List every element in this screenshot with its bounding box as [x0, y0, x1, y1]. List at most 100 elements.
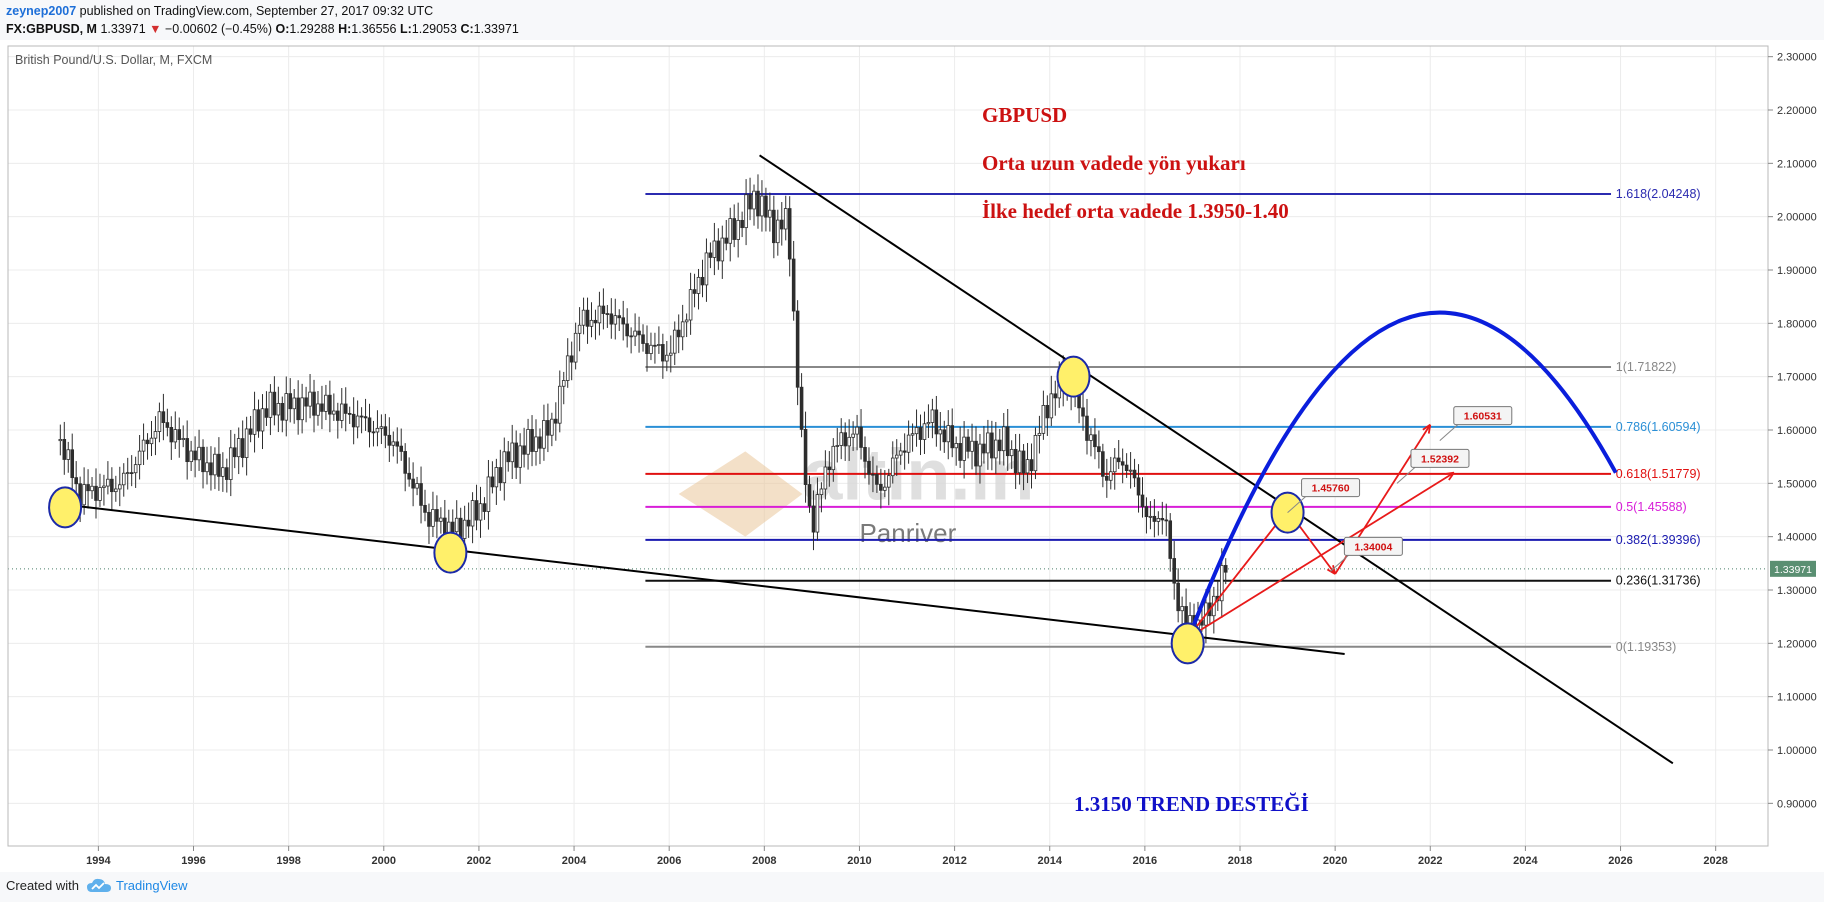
tradingview-cloud-icon[interactable]	[86, 876, 112, 896]
candle-body	[1132, 469, 1137, 479]
candle-body	[343, 403, 348, 414]
candle-body	[890, 457, 895, 477]
candle-body	[589, 319, 594, 327]
candle-body	[779, 219, 784, 230]
candle-body	[1108, 471, 1113, 481]
fibonacci-levels: 1.618(2.04248) 1(1.71822) 0.786(1.60594) 0.…	[645, 187, 1701, 654]
candle-body	[740, 219, 744, 229]
time-tick-label: 2014	[1037, 855, 1062, 867]
candle-body	[601, 305, 606, 314]
candle-body	[1164, 519, 1169, 522]
candle-body	[970, 440, 974, 452]
candle-body	[823, 466, 828, 490]
chart-header: zeynep2007 published on TradingView.com,…	[0, 0, 1824, 40]
target-pointer	[1439, 424, 1459, 442]
candle-body	[803, 429, 808, 485]
price-tick-label: 1.10000	[1777, 692, 1817, 704]
candle-body	[367, 417, 372, 433]
candle-body	[902, 450, 907, 453]
candle-body	[859, 426, 863, 448]
time-axis[interactable]: 1994 1996 1998 2000 2002 2004 2006 2008 2010 2012…	[86, 846, 1728, 867]
time-tick-label: 2008	[752, 855, 776, 867]
candle-body	[772, 209, 776, 244]
candle-body	[653, 344, 657, 347]
candle-body	[633, 330, 637, 337]
annotation-support: 1.3150 TREND DESTEĞİ	[1074, 792, 1309, 816]
time-tick-label: 2000	[372, 855, 396, 867]
candle-body	[1025, 459, 1030, 474]
candle-body	[637, 330, 641, 336]
target-label: 1.60531	[1464, 411, 1502, 423]
candle-body	[855, 426, 859, 435]
candle-body	[213, 453, 217, 476]
candle-body	[930, 409, 935, 423]
candle-body	[1097, 446, 1101, 453]
candle-body	[177, 429, 182, 440]
projection-arrows	[1185, 310, 1618, 642]
candle-body	[252, 409, 257, 435]
chart-title: British Pound/U.S. Dollar, M, FXCM	[15, 53, 212, 67]
candle-body	[530, 429, 534, 452]
candle-body	[387, 434, 392, 446]
candle-body	[684, 319, 689, 323]
candle-body	[82, 484, 86, 506]
candle-body	[692, 289, 697, 294]
candle-body	[883, 486, 887, 491]
publish-line: zeynep2007 published on TradingView.com,…	[6, 4, 433, 18]
candle-body	[1116, 457, 1121, 463]
symbol-label: FX:GBPUSD, M	[6, 22, 97, 36]
candle-body	[625, 323, 629, 337]
candle-body	[292, 397, 296, 410]
price-tick-label: 1.00000	[1777, 745, 1817, 757]
candle-body	[1144, 506, 1149, 518]
candle-body	[906, 434, 911, 453]
annotation-target: İlke hedef orta vadede 1.3950-1.40	[982, 199, 1289, 223]
target-callouts: 1.45760 1.34004 1.52392 1.60531	[1287, 406, 1513, 572]
watermark-sub: Panriver	[859, 518, 956, 548]
candle-body	[74, 477, 78, 485]
candle-body	[565, 355, 570, 381]
target-pointer	[1287, 496, 1306, 514]
close-label: C:	[460, 22, 474, 36]
candle-body	[181, 438, 185, 440]
candle-body	[296, 397, 300, 421]
candle-body	[649, 344, 653, 354]
projection-arrow-head	[1326, 565, 1337, 575]
candle-body	[1045, 405, 1050, 419]
trendline	[759, 154, 1674, 765]
candle-body	[1176, 582, 1180, 612]
candle-body	[795, 310, 800, 388]
candle-body	[760, 195, 764, 217]
time-tick-label: 2020	[1323, 855, 1347, 867]
candle-body	[946, 425, 951, 443]
candle-body	[554, 418, 558, 424]
candle-body	[1053, 393, 1058, 399]
candle-body	[672, 329, 677, 354]
price-axis[interactable]: 0.90000 1.00000 1.10000 1.20000 1.30000 1.400…	[1768, 52, 1817, 811]
candle-body	[431, 509, 435, 527]
candle-body	[783, 208, 788, 230]
tradingview-link[interactable]: TradingView	[116, 878, 188, 893]
candlesticks	[58, 174, 1228, 653]
candle-body	[391, 441, 396, 446]
candle-body	[514, 442, 518, 468]
candle-body	[236, 438, 241, 458]
time-tick-label: 2024	[1513, 855, 1538, 867]
candle-body	[732, 218, 736, 240]
candle-body	[1112, 457, 1117, 473]
candle-body	[799, 386, 804, 430]
candle-body	[938, 429, 943, 435]
candle-body	[1033, 435, 1038, 472]
price-tick-label: 1.80000	[1777, 318, 1817, 330]
candle-body	[482, 503, 487, 512]
candle-body	[538, 436, 542, 449]
publish-info: published on TradingView.com, September …	[79, 4, 434, 18]
current-price-tag	[1770, 560, 1816, 577]
candle-body	[1037, 432, 1042, 436]
projection-arrow	[1187, 471, 1455, 639]
candle-body	[736, 219, 740, 240]
author-link[interactable]: zeynep2007	[6, 4, 77, 18]
candle-body	[910, 433, 915, 436]
candle-body	[462, 519, 467, 539]
